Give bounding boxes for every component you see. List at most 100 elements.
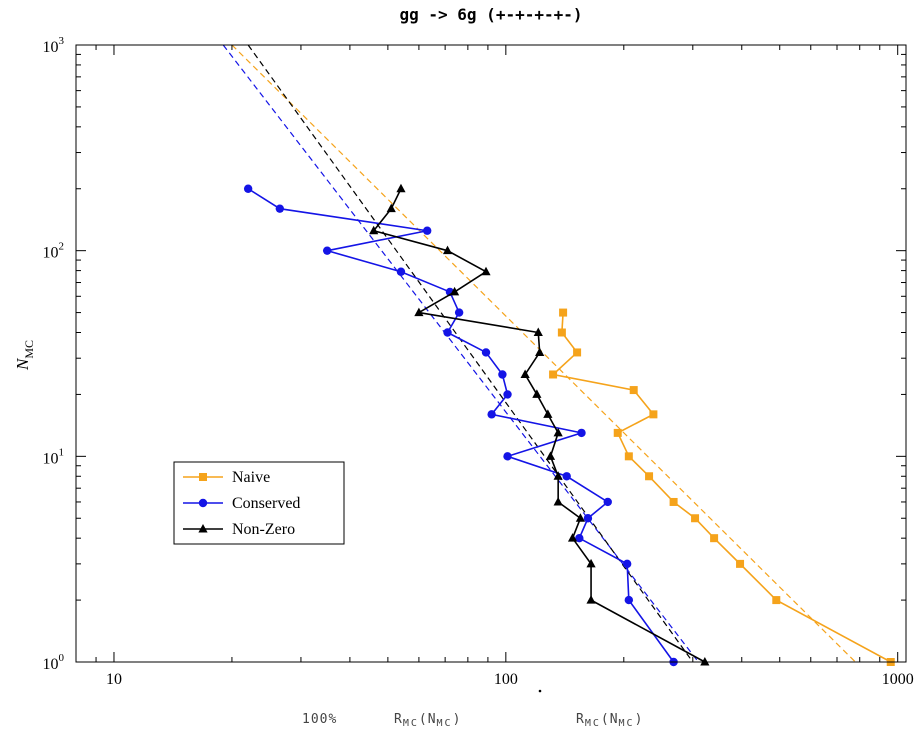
series-naive — [549, 308, 895, 666]
data-point-naive — [613, 428, 622, 437]
legend-label-non-zero: Non-Zero — [232, 521, 295, 538]
data-point-non-zero — [386, 203, 396, 213]
data-point-non-zero — [414, 307, 424, 317]
series-group — [243, 183, 895, 667]
data-point-non-zero — [586, 595, 596, 604]
data-point-non-zero — [535, 347, 545, 356]
data-point-conserved — [562, 472, 571, 481]
data-point-non-zero — [449, 286, 460, 296]
data-point-conserved — [583, 514, 593, 523]
legend-marker-naive — [199, 473, 207, 481]
data-point-conserved — [443, 328, 452, 337]
data-point-conserved — [275, 204, 285, 213]
series-conserved — [243, 184, 678, 667]
data-point-naive — [624, 452, 633, 461]
legend-label-naive: Naive — [232, 469, 270, 486]
legend-marker-non-zero — [198, 524, 208, 533]
y-axis-label-sub: MC — [22, 340, 36, 359]
x-axis-prefix: 100% — [302, 712, 337, 727]
svg-text:RMC(NMC): RMC(NMC) — [576, 712, 643, 729]
data-point-naive — [557, 328, 566, 337]
axis-ticks: 10 100 1000 100 101 102 103 — [43, 35, 914, 688]
data-point-non-zero — [553, 471, 563, 480]
data-point-non-zero — [396, 183, 406, 193]
svg-text:RMC(NMC): RMC(NMC) — [394, 712, 461, 729]
x-axis-label-r2-argsub: MC — [619, 718, 635, 729]
data-point-naive — [559, 308, 568, 317]
data-point-non-zero — [481, 266, 491, 276]
data-point-conserved — [498, 370, 507, 379]
data-point-naive — [573, 348, 582, 357]
data-point-conserved — [622, 559, 632, 569]
data-point-non-zero — [553, 427, 563, 437]
data-point-conserved — [624, 595, 634, 605]
data-point-non-zero — [369, 225, 379, 235]
x-axis-label-r1-argsub: MC — [437, 718, 453, 729]
data-point-conserved — [603, 497, 612, 507]
data-point-non-zero — [575, 513, 586, 522]
data-point-conserved — [503, 452, 512, 461]
x-tick-label: 1000 — [882, 671, 914, 688]
series-non-zero — [369, 183, 710, 666]
data-point-conserved — [487, 410, 496, 419]
data-point-naive — [736, 559, 745, 568]
x-axis-label-r1-sub: MC — [403, 718, 419, 729]
data-point-conserved — [396, 267, 406, 276]
data-point-conserved — [454, 308, 464, 317]
x-axis-label-r2-arg: (N — [601, 712, 619, 727]
data-point-naive — [772, 596, 781, 605]
svg-text:NMC: NMC — [13, 340, 36, 371]
x-axis-label-r2-sub: MC — [585, 718, 601, 729]
data-point-non-zero — [520, 369, 530, 378]
data-point-conserved — [503, 390, 512, 399]
data-point-naive — [691, 514, 700, 523]
x-axis-label-r1-arg: (N — [419, 712, 437, 727]
fit-line-naive — [231, 44, 856, 663]
legend-label-conserved: Conserved — [232, 495, 300, 512]
y-tick-label: 103 — [43, 35, 65, 56]
data-point-naive — [549, 370, 558, 379]
y-tick-label: 102 — [43, 241, 65, 262]
data-point-conserved — [575, 533, 584, 543]
series-line-conserved — [247, 188, 675, 663]
x-axis-label-r2: R — [576, 712, 585, 727]
data-point-conserved — [481, 348, 491, 357]
y-tick-label: 101 — [43, 446, 65, 467]
data-point-non-zero — [533, 327, 543, 337]
data-point-naive — [710, 534, 719, 543]
data-point-conserved — [423, 226, 432, 235]
data-point-non-zero — [553, 496, 563, 506]
data-point-non-zero — [532, 389, 542, 398]
plot-frame — [75, 44, 907, 663]
data-point-conserved — [577, 428, 586, 438]
data-point-conserved — [243, 184, 253, 193]
data-point-non-zero — [442, 245, 453, 255]
y-axis-label-main: N — [13, 357, 32, 371]
data-point-naive — [649, 410, 658, 419]
data-point-naive — [645, 472, 654, 481]
fit-line-non-zero — [247, 44, 694, 663]
data-point-non-zero — [586, 558, 596, 568]
series-line-naive — [551, 312, 892, 663]
data-point-non-zero — [567, 533, 578, 542]
x-axis-label: 100% RMC(NMC) RMC(NMC) — [302, 689, 643, 729]
x-axis-dot — [538, 689, 542, 693]
x-tick-label: 10 — [106, 671, 122, 688]
y-tick-label: 100 — [43, 652, 65, 673]
data-point-non-zero — [543, 409, 553, 418]
data-point-non-zero — [545, 451, 556, 460]
legend: Naive Conserved Non-Zero — [173, 461, 345, 545]
data-point-naive — [669, 497, 678, 506]
chart-title: gg -> 6g (+-+-+-+-) — [399, 5, 582, 24]
data-point-non-zero — [700, 657, 710, 666]
x-axis-label-r2-close: ) — [635, 712, 644, 727]
x-axis-label-r1: R — [394, 712, 403, 727]
series-line-non-zero — [372, 188, 706, 663]
data-point-naive — [629, 386, 638, 395]
x-axis-label-r1-close: ) — [453, 712, 462, 727]
y-axis-label: NMC — [13, 340, 36, 371]
legend-marker-conserved — [198, 498, 208, 508]
x-tick-label: 100 — [494, 671, 518, 688]
data-point-conserved — [322, 246, 332, 255]
